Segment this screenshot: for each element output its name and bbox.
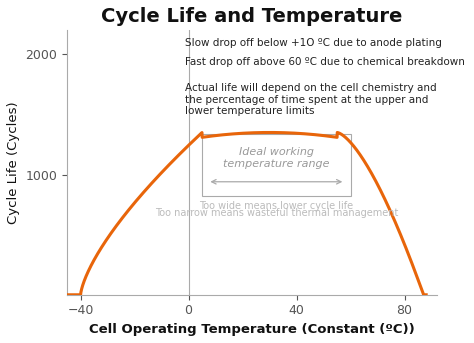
Text: Ideal working
temperature range: Ideal working temperature range [223, 147, 329, 168]
Text: Too narrow means wasteful thermal management: Too narrow means wasteful thermal manage… [155, 208, 398, 218]
Text: Actual life will depend on the cell chemistry and
the percentage of time spent a: Actual life will depend on the cell chem… [185, 83, 437, 116]
Title: Cycle Life and Temperature: Cycle Life and Temperature [101, 7, 403, 26]
Bar [202, 134, 351, 196]
Text: Fast drop off above 60 ºC due to chemical breakdown: Fast drop off above 60 ºC due to chemica… [185, 57, 465, 67]
Text: Slow drop off below +1O ºC due to anode plating: Slow drop off below +1O ºC due to anode … [185, 38, 442, 48]
X-axis label: Cell Operating Temperature (Constant (ºC)): Cell Operating Temperature (Constant (ºC… [89, 323, 415, 336]
Text: Too wide means lower cycle life: Too wide means lower cycle life [199, 201, 354, 211]
Y-axis label: Cycle Life (Cycles): Cycle Life (Cycles) [7, 101, 20, 224]
